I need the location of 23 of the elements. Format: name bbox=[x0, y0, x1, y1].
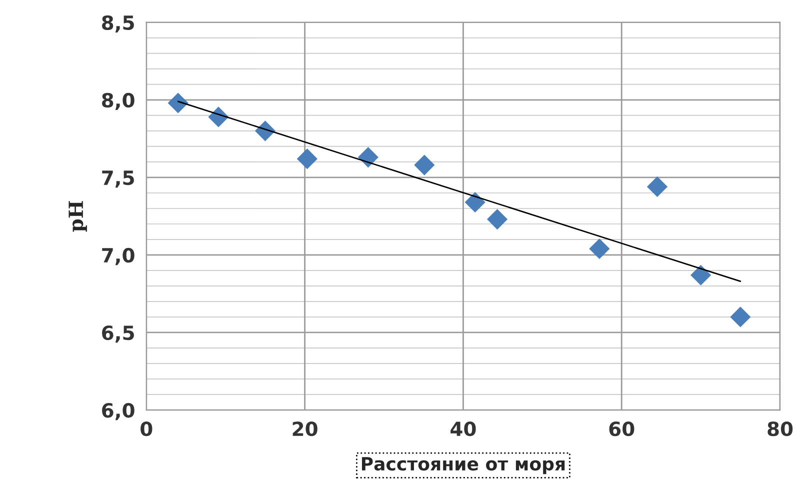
y-tick-label: 7,0 bbox=[102, 248, 134, 266]
y-tick-label: 8,0 bbox=[102, 92, 134, 110]
x-tick-label: 80 bbox=[768, 421, 793, 436]
y-axis-title: pH bbox=[68, 201, 87, 232]
x-tick-label: 20 bbox=[292, 421, 318, 436]
point bbox=[296, 148, 318, 170]
point bbox=[358, 146, 378, 168]
point bbox=[690, 264, 712, 286]
x-tick-label: 40 bbox=[450, 421, 476, 436]
point bbox=[589, 238, 610, 260]
point bbox=[414, 154, 435, 176]
point bbox=[486, 208, 508, 230]
point bbox=[730, 306, 751, 328]
point bbox=[464, 192, 486, 213]
y-tick-label: 6,0 bbox=[102, 402, 134, 420]
point bbox=[646, 176, 668, 198]
x-axis-title: Расстояние от моря bbox=[362, 457, 565, 474]
x-tick-label: 60 bbox=[609, 421, 634, 436]
y-tick-label: 6,5 bbox=[102, 325, 134, 343]
y-tick-label: 8,5 bbox=[102, 15, 134, 33]
x-tick-label: 0 bbox=[140, 421, 152, 436]
point bbox=[168, 92, 188, 114]
y-tick-label: 7,5 bbox=[102, 170, 134, 188]
